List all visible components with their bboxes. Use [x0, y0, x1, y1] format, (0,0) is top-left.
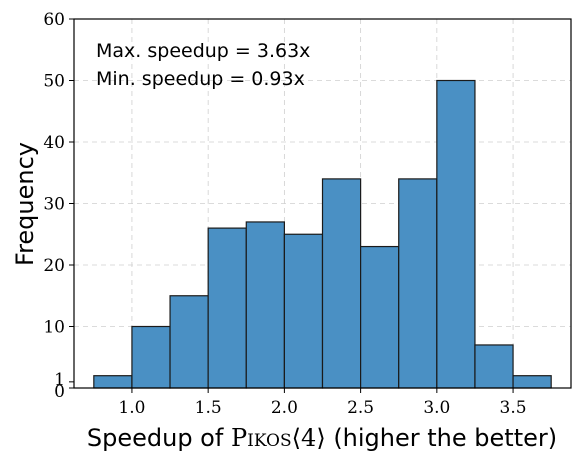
- y-tick-label: 20: [43, 256, 65, 276]
- y-tick-label: 1: [54, 370, 65, 390]
- histogram-bar: [131, 325, 171, 389]
- histogram-bar: [398, 178, 438, 389]
- x-tick-label: 1.5: [195, 398, 222, 418]
- histogram-bar: [169, 295, 209, 389]
- y-tick-label: 30: [43, 195, 65, 215]
- x-tick-label: 2.5: [347, 398, 374, 418]
- y-tick-label: 10: [43, 318, 65, 338]
- max-speedup-annotation: Max. speedup = 3.63x: [96, 40, 310, 62]
- histogram-bar: [93, 375, 133, 389]
- min-speedup-annotation: Min. speedup = 0.93x: [96, 68, 305, 90]
- x-axis-ticks: 1.0 1.5 2.0 2.5 3.0 3.5: [118, 388, 527, 418]
- y-axis-ticks: 01 10 20 30 40 50 60: [43, 10, 74, 402]
- histogram-bar: [436, 79, 476, 389]
- histogram-bar: [207, 227, 247, 389]
- histogram-bars: [93, 79, 552, 389]
- x-tick-label: 2.0: [271, 398, 298, 418]
- histogram-bar: [512, 375, 552, 389]
- x-tick-label: 3.5: [500, 398, 527, 418]
- histogram-bar: [321, 178, 362, 389]
- y-tick-label: 40: [43, 133, 65, 153]
- histogram-bar: [474, 344, 514, 389]
- histogram-bar: [245, 221, 285, 389]
- y-tick-label: 0: [54, 382, 65, 402]
- x-axis-label: Speedup of Pikos⟨4⟩ (higher the better): [87, 424, 557, 452]
- y-tick-label: 60: [43, 10, 65, 30]
- y-tick-label: 50: [43, 72, 65, 92]
- x-tick-label: 1.0: [118, 398, 145, 418]
- x-tick-label: 3.0: [423, 398, 450, 418]
- y-axis-label: Frequency: [11, 142, 39, 266]
- histogram-bar: [360, 245, 400, 389]
- histogram-bar: [283, 233, 324, 389]
